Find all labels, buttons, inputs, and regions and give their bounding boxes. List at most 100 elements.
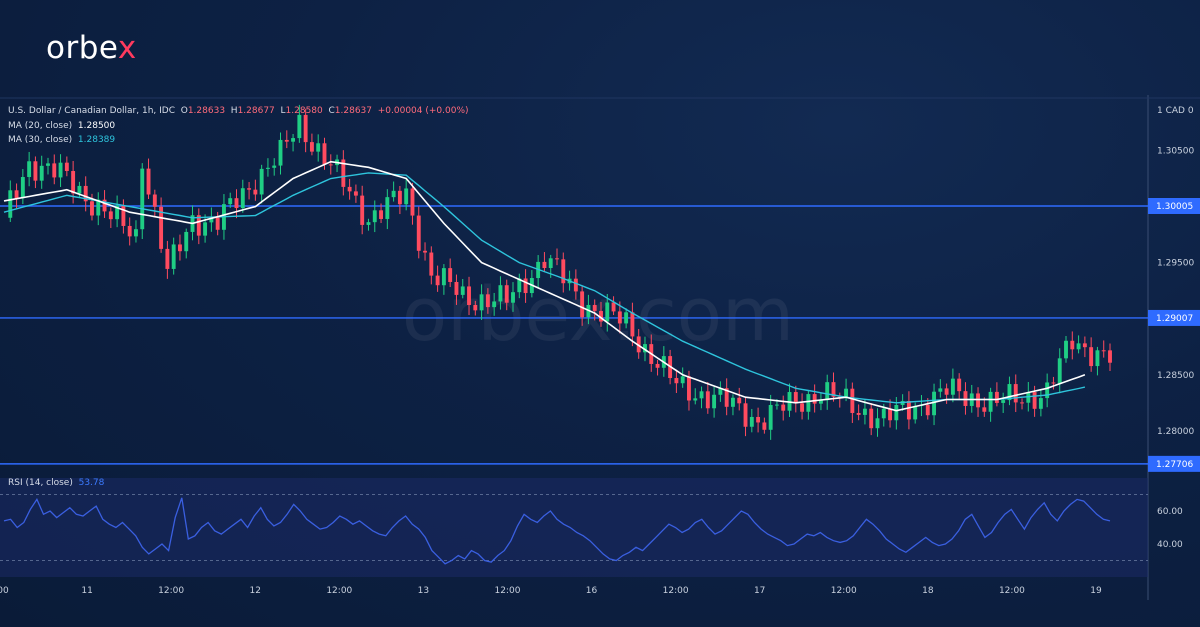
candle-body bbox=[479, 294, 484, 311]
candle-body bbox=[14, 190, 19, 199]
ma20-line bbox=[3, 160, 1086, 412]
open-label: O bbox=[180, 106, 188, 116]
candle-body bbox=[1020, 402, 1024, 404]
close-value: 1.28637 bbox=[334, 106, 372, 116]
candle-body bbox=[680, 376, 685, 384]
time-tick-label: 17 bbox=[754, 586, 765, 596]
candle-body bbox=[178, 244, 182, 252]
candle-body bbox=[944, 388, 949, 395]
candle-body bbox=[460, 286, 465, 295]
candle-body bbox=[580, 291, 585, 318]
candle-body bbox=[856, 412, 861, 415]
ma20-legend: MA (20, close) 1.28500 bbox=[8, 121, 115, 131]
time-tick-label: 12:00 bbox=[494, 586, 520, 596]
candle-body bbox=[705, 391, 710, 409]
candle-body bbox=[762, 422, 767, 430]
open-value: 1.28633 bbox=[187, 106, 226, 116]
candle-body bbox=[33, 161, 38, 181]
candle-body bbox=[555, 258, 559, 260]
candle-body bbox=[881, 408, 886, 419]
candle-body bbox=[429, 252, 434, 276]
candle-body bbox=[793, 392, 798, 404]
candle-body bbox=[309, 142, 314, 152]
time-tick-label: 00 bbox=[0, 586, 9, 596]
time-tick-label: 18 bbox=[922, 586, 934, 596]
candle-body bbox=[963, 391, 968, 406]
ma20-label: MA (20, close) bbox=[8, 121, 73, 131]
candle-body bbox=[624, 312, 629, 324]
candle-body bbox=[724, 388, 729, 407]
candle-body bbox=[39, 165, 44, 181]
candle-body bbox=[806, 394, 811, 412]
rsi-background bbox=[0, 478, 1148, 577]
candle-body bbox=[353, 191, 358, 196]
candle-body bbox=[96, 199, 101, 216]
candle-body bbox=[1076, 343, 1081, 350]
price-tick-label: 1.30500 bbox=[1157, 146, 1194, 156]
price-tick-label: 1.28500 bbox=[1157, 371, 1194, 381]
candle-body bbox=[542, 261, 547, 269]
level-price-tag bbox=[1148, 309, 1200, 326]
candle-body bbox=[699, 391, 704, 399]
candle-body bbox=[831, 382, 836, 397]
candle-body bbox=[435, 275, 440, 286]
rsi-tick-label: 60.00 bbox=[1157, 507, 1183, 517]
candle-body bbox=[611, 302, 616, 312]
time-tick-label: 12:00 bbox=[831, 586, 857, 596]
candle-body bbox=[209, 216, 214, 223]
level-price-tag bbox=[1148, 455, 1200, 472]
candle-body bbox=[925, 404, 930, 416]
candle-body bbox=[52, 163, 57, 178]
candle-body bbox=[83, 185, 88, 202]
candle-body bbox=[1057, 358, 1062, 384]
time-tick-label: 12 bbox=[250, 586, 261, 596]
candle-body bbox=[1032, 392, 1037, 409]
time-tick-label: 19 bbox=[1090, 586, 1102, 596]
candle-body bbox=[196, 215, 201, 236]
candle-body bbox=[322, 143, 327, 165]
candle-body bbox=[630, 312, 635, 337]
candle-body bbox=[454, 281, 459, 295]
candle-body bbox=[146, 168, 151, 195]
ma30-label: MA (30, close) bbox=[8, 135, 73, 145]
candle-body bbox=[906, 401, 911, 420]
candle-body bbox=[1095, 350, 1100, 367]
time-tick-label: 12:00 bbox=[663, 586, 689, 596]
ma20-value: 1.28500 bbox=[77, 121, 116, 131]
candle-body bbox=[894, 404, 899, 421]
candle-body bbox=[379, 210, 383, 219]
candle-body bbox=[159, 206, 164, 249]
candle-body bbox=[121, 205, 126, 226]
candle-body bbox=[812, 394, 817, 404]
candle-body bbox=[869, 408, 874, 429]
level-price-label: 1.27706 bbox=[1156, 460, 1193, 470]
candle-body bbox=[1108, 350, 1112, 363]
candle-body bbox=[737, 397, 742, 404]
candle-body bbox=[284, 139, 289, 142]
candle-body bbox=[215, 216, 220, 230]
candle-body bbox=[1070, 340, 1075, 350]
time-tick-label: 12:00 bbox=[999, 586, 1025, 596]
candle-body bbox=[108, 211, 113, 220]
candle-body bbox=[171, 244, 176, 269]
candle-body bbox=[548, 258, 553, 269]
candle-body bbox=[938, 388, 943, 392]
candle-body bbox=[71, 171, 76, 194]
ma30-line bbox=[3, 172, 1086, 404]
candle-body bbox=[203, 222, 208, 236]
price-tick-label: 1.29500 bbox=[1157, 259, 1194, 269]
price-tick-label: 1.28000 bbox=[1157, 427, 1194, 437]
candle-body bbox=[693, 398, 698, 401]
candle-body bbox=[850, 388, 855, 413]
candle-body bbox=[259, 168, 264, 195]
candle-body bbox=[498, 285, 503, 302]
low-value: 1.28580 bbox=[285, 106, 323, 116]
candle-body bbox=[8, 190, 13, 218]
candle-body bbox=[360, 195, 365, 225]
candle-body bbox=[184, 231, 189, 252]
candle-body bbox=[718, 388, 723, 395]
candle-body bbox=[592, 304, 597, 311]
symbol-header: U.S. Dollar / Canadian Dollar, 1h, IDC O… bbox=[8, 106, 469, 116]
candle-body bbox=[20, 177, 25, 199]
candle-body bbox=[1101, 350, 1106, 352]
